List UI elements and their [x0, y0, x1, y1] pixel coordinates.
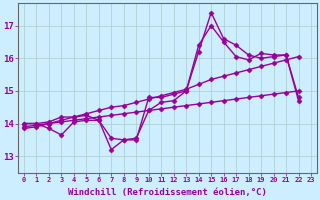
X-axis label: Windchill (Refroidissement éolien,°C): Windchill (Refroidissement éolien,°C) [68, 188, 267, 197]
